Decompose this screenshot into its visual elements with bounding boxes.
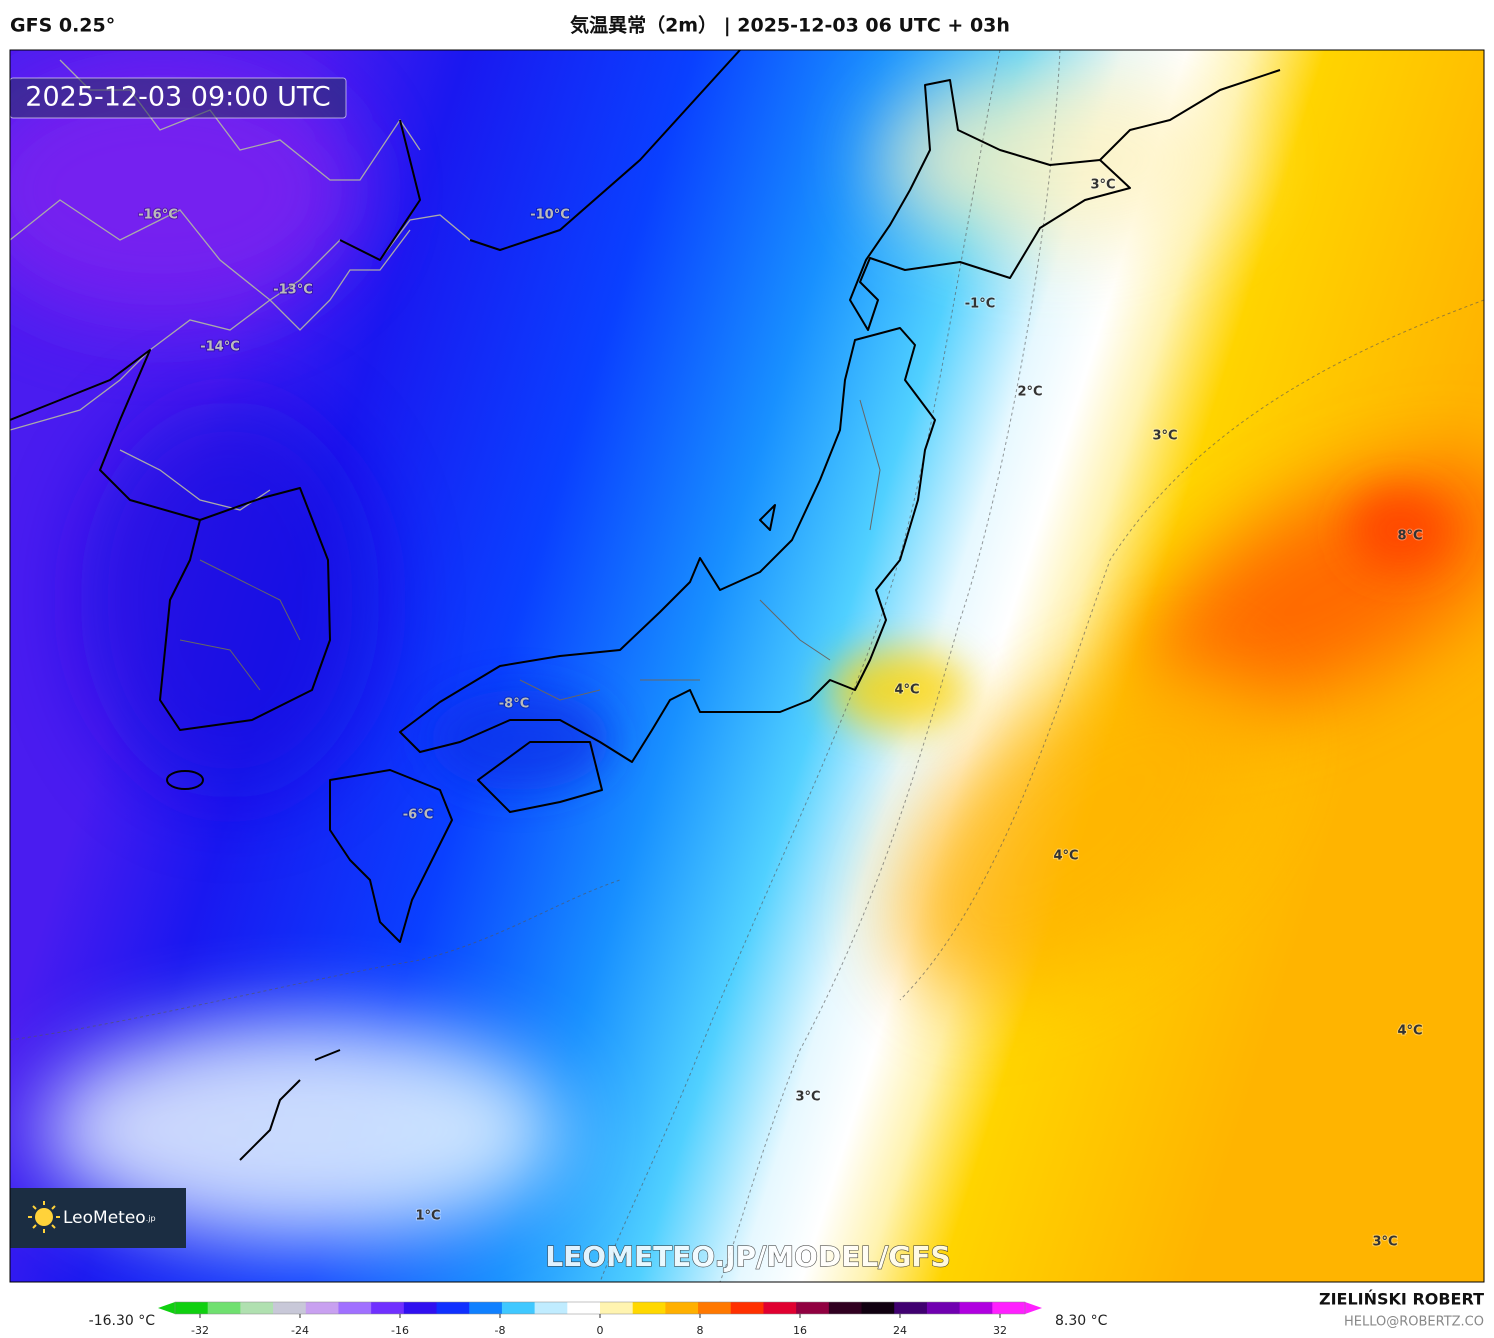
contour	[899, 299, 1484, 1001]
mild-area	[880, 70, 1240, 250]
credit-name: ZIELIŃSKI ROBERT	[1319, 1290, 1484, 1309]
colorbar-segment	[501, 1302, 536, 1314]
timestamp-box	[10, 77, 347, 119]
credit-email: HELLO@ROBERTZ.CO	[1344, 1315, 1484, 1330]
colorbar-segment	[861, 1302, 895, 1314]
colorbar-segment	[796, 1302, 830, 1314]
colorbar-segment	[371, 1302, 405, 1314]
map-label: -10°C	[530, 208, 570, 223]
colorbar-segment	[992, 1302, 1026, 1314]
colorbar-tick-label: 32	[993, 1324, 1007, 1337]
colorbar-segment	[436, 1302, 470, 1314]
colorbar-segment	[338, 1302, 372, 1314]
colorbar-segment	[959, 1302, 993, 1314]
colorbar-tick-label: 8	[697, 1324, 704, 1337]
colorbar-segment	[469, 1302, 503, 1314]
colorbar-segment	[632, 1302, 666, 1314]
colorbar-max: 8.30 °C	[1055, 1313, 1108, 1329]
coastline	[477, 741, 603, 813]
map-label: 4°C	[1053, 849, 1078, 864]
contour	[10, 879, 621, 1041]
colorbar-segment	[828, 1302, 863, 1314]
contour	[719, 50, 1061, 1282]
colorbar-tick-label: 0	[597, 1324, 604, 1337]
warm-core	[1350, 490, 1450, 570]
anomaly-map: -16°C -10°C -13°C -14°C -8°C -6°C -1°C 3…	[10, 50, 1484, 1282]
coastline	[759, 504, 776, 531]
coastline	[239, 1049, 341, 1161]
map-label: 3°C	[795, 1090, 820, 1105]
map-label: 1°C	[415, 1209, 440, 1224]
colorbar-segment	[730, 1302, 764, 1314]
timestamp: 2025-12-03 09:00 UTC	[25, 82, 330, 113]
colorbar-segment	[894, 1302, 928, 1314]
map-label: -8°C	[499, 697, 529, 712]
cold-core	[10, 60, 360, 320]
colorbar-segment	[240, 1302, 274, 1314]
colorbar-segment	[305, 1302, 339, 1314]
colorbar-segment	[665, 1302, 699, 1314]
colorbar-segment	[698, 1302, 732, 1314]
coastline	[339, 50, 741, 261]
colorbar-segment	[926, 1302, 961, 1314]
coastline	[849, 79, 1131, 331]
map-label: -16°C	[138, 208, 178, 223]
coastline	[10, 349, 201, 521]
colorbar-tick-label: -24	[291, 1324, 309, 1337]
map-label: 3°C	[1090, 178, 1115, 193]
map-label: 4°C	[894, 683, 919, 698]
colorbar-segment	[600, 1302, 634, 1314]
colorbar-tick-label: -16	[391, 1324, 409, 1337]
logo-suffix: .jp	[146, 1214, 156, 1223]
country-border	[10, 229, 411, 431]
cold-area	[430, 690, 610, 790]
colorbar-segment	[763, 1302, 797, 1314]
colorbar-segment	[403, 1302, 438, 1314]
colorbar-tick-label: 24	[893, 1324, 907, 1337]
map-label: 2°C	[1017, 385, 1042, 400]
colorbar-segment	[534, 1302, 568, 1314]
map-label: 4°C	[1397, 1024, 1422, 1039]
prefecture-border	[179, 399, 881, 701]
map-label: 3°C	[1372, 1235, 1397, 1250]
coastline	[329, 769, 453, 943]
coastline	[1099, 69, 1281, 161]
logo-name: LeoMeteo	[63, 1208, 146, 1228]
colorbar-segment	[207, 1302, 241, 1314]
colorbar-min: -16.30 °C	[89, 1313, 156, 1329]
warm-area	[894, 661, 1266, 999]
contour	[599, 50, 1001, 1282]
colorbar-segment	[273, 1302, 307, 1314]
logo-text: LeoMeteo.jp	[63, 1208, 156, 1228]
model-label: GFS 0.25°	[10, 15, 115, 37]
colorbar-tick-label: -32	[191, 1324, 209, 1337]
map-title: 気温異常（2m） | 2025-12-03 06 UTC + 03h	[570, 14, 1010, 37]
mild-area	[40, 1020, 560, 1240]
watermark: LEOMETEO.JP/MODEL/GFS	[545, 1240, 950, 1273]
colorbar-segment	[567, 1302, 601, 1314]
colorbar-tick-label: -8	[495, 1324, 506, 1337]
country-border	[119, 449, 271, 511]
colorbar: -32 -24 -16 -8 0 8 16 24 32	[158, 1301, 1042, 1337]
map-frame	[9, 49, 1485, 1283]
map-label: 8°C	[1397, 529, 1422, 544]
map-label: -13°C	[273, 283, 313, 298]
colorbar-segment	[175, 1302, 209, 1314]
colorbar-arrow-max	[1025, 1302, 1042, 1314]
map-label: -6°C	[403, 808, 433, 823]
colorbar-tick-label: 16	[793, 1324, 807, 1337]
map-label: -14°C	[200, 340, 240, 355]
cold-area	[80, 400, 380, 800]
map-label: -1°C	[965, 297, 995, 312]
logo-sun	[28, 1201, 60, 1233]
coastline	[159, 487, 331, 731]
coastline	[399, 327, 936, 763]
map-label: 3°C	[1152, 429, 1177, 444]
colorbar-arrow-min	[158, 1302, 175, 1314]
coastline	[166, 770, 204, 790]
